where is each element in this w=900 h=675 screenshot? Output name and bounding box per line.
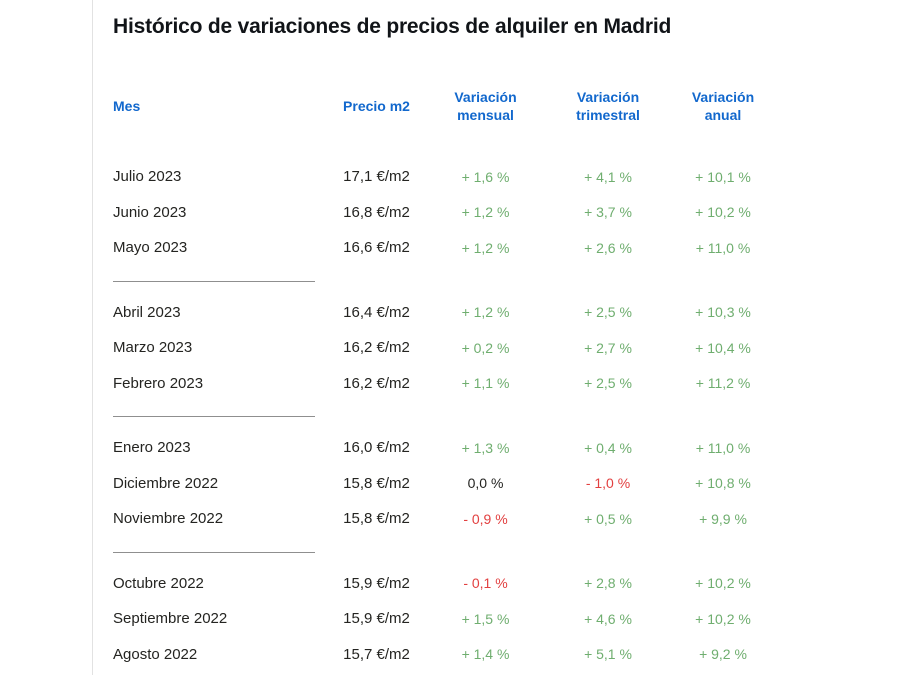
price-cell: 17,1 €/m2 xyxy=(343,168,410,186)
annual-variation-cell: + 10,2 % xyxy=(695,610,751,627)
month-cell: Enero 2023 xyxy=(113,439,191,457)
price-cell: 16,6 €/m2 xyxy=(343,239,410,257)
annual-variation-cell: + 10,2 % xyxy=(695,575,751,592)
month-cell: Mayo 2023 xyxy=(113,239,188,257)
quarterly-variation-cell: + 0,5 % xyxy=(584,510,632,527)
group-divider xyxy=(113,416,315,417)
monthly-variation-cell: + 1,4 % xyxy=(461,646,510,663)
quarterly-variation-cell: + 3,7 % xyxy=(584,204,632,221)
monthly-variation-cell: + 1,3 % xyxy=(461,439,510,456)
table-row: Septiembre 2022 15,9 €/m2 + 1,5 % + 4,6 % + … xyxy=(113,601,793,637)
quarterly-variation-cell: + 0,4 % xyxy=(584,439,632,456)
table-row: Agosto 2022 15,7 €/m2 + 1,4 % + 5,1 % + 9,2 … xyxy=(113,637,793,673)
group-divider xyxy=(113,551,315,553)
column-header-variacion-anual: Variación anual xyxy=(691,89,755,123)
annual-variation-cell: + 10,1 % xyxy=(695,168,751,185)
price-cell: 16,4 €/m2 xyxy=(343,303,410,321)
annual-variation-cell: + 10,3 % xyxy=(695,304,751,321)
monthly-variation-cell: + 1,6 % xyxy=(461,168,510,185)
month-cell: Agosto 2022 xyxy=(113,645,198,663)
month-cell: Septiembre 2022 xyxy=(113,610,228,628)
quarterly-variation-cell: + 4,6 % xyxy=(584,610,632,627)
table-row: Enero 2023 16,0 €/m2 + 1,3 % + 0,4 % + 11,0 … xyxy=(113,430,793,466)
rental-price-history-section: Histórico de variaciones de precios de a… xyxy=(113,0,793,672)
content-left-border xyxy=(92,0,93,675)
table-row: Febrero 2023 16,2 €/m2 + 1,1 % + 2,5 % + 11,… xyxy=(113,366,793,402)
annual-variation-cell: + 9,9 % xyxy=(699,510,747,527)
monthly-variation-cell: - 0,9 % xyxy=(463,510,508,527)
table-row: Octubre 2022 15,9 €/m2 - 0,1 % + 2,8 % + 10,… xyxy=(113,566,793,602)
month-cell: Julio 2023 xyxy=(113,168,182,186)
annual-variation-cell: + 10,4 % xyxy=(695,339,751,356)
price-cell: 15,8 €/m2 xyxy=(343,510,410,528)
page-title: Histórico de variaciones de precios de a… xyxy=(113,15,672,38)
annual-variation-cell: + 11,0 % xyxy=(695,239,751,256)
month-cell: Diciembre 2022 xyxy=(113,474,219,492)
column-header-precio-m2: Precio m2 xyxy=(343,98,410,114)
quarterly-variation-cell: + 2,7 % xyxy=(584,339,632,356)
table-header-row: Mes Precio m2 Variación mensual Variació… xyxy=(113,87,793,125)
month-cell: Noviembre 2022 xyxy=(113,510,224,528)
quarterly-variation-cell: + 2,5 % xyxy=(584,375,632,392)
monthly-variation-cell: + 1,2 % xyxy=(461,304,510,321)
annual-variation-cell: + 10,8 % xyxy=(695,475,751,492)
column-header-variacion-mensual: Variación mensual xyxy=(454,89,517,123)
monthly-variation-cell: + 1,2 % xyxy=(461,239,510,256)
quarterly-variation-cell: + 5,1 % xyxy=(584,646,632,663)
column-header-mes: Mes xyxy=(113,98,141,114)
table-row: Diciembre 2022 15,8 €/m2 0,0 % - 1,0 % + 10,… xyxy=(113,466,793,502)
table-row: Marzo 2023 16,2 €/m2 + 0,2 % + 2,7 % + 10,4 … xyxy=(113,330,793,366)
table-row: Junio 2023 16,8 €/m2 + 1,2 % + 3,7 % + 10,2 … xyxy=(113,195,793,231)
column-header-variacion-trimestral: Variación trimestral xyxy=(576,89,640,123)
quarterly-variation-cell: + 2,6 % xyxy=(584,239,632,256)
month-cell: Octubre 2022 xyxy=(113,574,204,592)
price-cell: 15,8 €/m2 xyxy=(343,474,410,492)
table-body: Julio 2023 17,1 €/m2 + 1,6 % + 4,1 % + 10,1 … xyxy=(113,159,793,672)
monthly-variation-cell: + 1,1 % xyxy=(461,375,510,392)
price-cell: 16,8 €/m2 xyxy=(343,203,410,221)
quarterly-variation-cell: + 2,8 % xyxy=(584,575,632,592)
price-cell: 16,0 €/m2 xyxy=(343,439,410,457)
quarterly-variation-cell: - 1,0 % xyxy=(585,475,631,492)
month-cell: Abril 2023 xyxy=(113,303,181,321)
annual-variation-cell: + 10,2 % xyxy=(695,204,751,221)
monthly-variation-cell: - 0,1 % xyxy=(463,575,508,592)
month-cell: Junio 2023 xyxy=(113,203,187,221)
quarterly-variation-cell: + 4,1 % xyxy=(584,168,632,185)
price-cell: 16,2 €/m2 xyxy=(343,339,410,357)
price-cell: 15,9 €/m2 xyxy=(343,574,410,592)
month-cell: Marzo 2023 xyxy=(113,339,193,357)
month-cell: Febrero 2023 xyxy=(113,374,204,392)
price-cell: 15,7 €/m2 xyxy=(343,645,410,663)
table-row: Abril 2023 16,4 €/m2 + 1,2 % + 2,5 % + 10,3 … xyxy=(113,295,793,331)
price-cell: 15,9 €/m2 xyxy=(343,610,410,628)
group-divider xyxy=(113,280,315,282)
annual-variation-cell: + 11,2 % xyxy=(695,375,751,392)
price-cell: 16,2 €/m2 xyxy=(343,374,410,392)
annual-variation-cell: + 11,0 % xyxy=(695,439,751,456)
monthly-variation-cell: + 1,2 % xyxy=(461,204,510,221)
annual-variation-cell: + 9,2 % xyxy=(699,646,747,663)
quarterly-variation-cell: + 2,5 % xyxy=(584,304,632,321)
monthly-variation-cell: + 1,5 % xyxy=(461,610,510,627)
monthly-variation-cell: + 0,2 % xyxy=(461,339,510,356)
table-row: Mayo 2023 16,6 €/m2 + 1,2 % + 2,6 % + 11,0 % xyxy=(113,230,793,266)
table-row: Noviembre 2022 15,8 €/m2 - 0,9 % + 0,5 % + 9… xyxy=(113,501,793,537)
table-row: Julio 2023 17,1 €/m2 + 1,6 % + 4,1 % + 10,1 … xyxy=(113,159,793,195)
monthly-variation-cell: 0,0 % xyxy=(467,475,504,492)
